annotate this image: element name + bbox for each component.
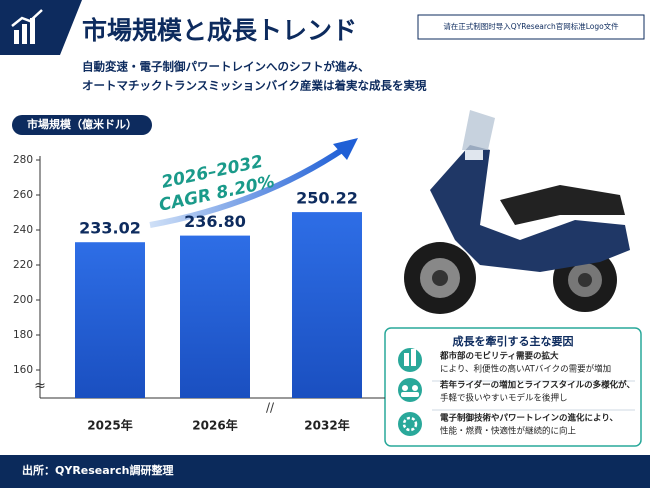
growth-arrow <box>149 145 347 228</box>
logo-note-box <box>417 14 645 40</box>
y-tick-label: 180 <box>13 329 33 341</box>
page-title: 市場規模と成長トレンド <box>82 16 357 45</box>
factor-text: 性能・燃費・快適性が継続的に向上 <box>440 426 577 437</box>
factor-text: 若年ライダーの増加とライフスタイルの多様化が、 <box>439 380 635 391</box>
y-tick-label: 160 <box>13 364 33 376</box>
bar <box>75 242 145 398</box>
growth-arrowhead <box>333 138 358 160</box>
y-tick-label: 260 <box>13 189 33 201</box>
header-icon <box>11 9 43 44</box>
bar <box>180 235 250 398</box>
factors-title: 成長を牽引する主な要因 <box>453 334 574 348</box>
y-tick-label: 280 <box>13 154 33 166</box>
y-label-badge <box>12 115 152 135</box>
y-tick-label: 220 <box>13 259 33 271</box>
factor-text: 都市部のモビリティ需要の拡大 <box>439 351 559 362</box>
x-tick-label: 2026年 <box>192 418 237 433</box>
y-axis-label: 市場規模（億米ドル） <box>27 117 137 131</box>
value-label: 250.22 <box>296 189 358 208</box>
scooter-illustration <box>404 110 630 314</box>
value-label: 236.80 <box>184 212 246 231</box>
x-tick-label: 2032年 <box>304 418 349 433</box>
subtitle-line: 自動変速・電子制御パワートレインへのシフトが進み、 <box>82 60 370 74</box>
y-tick-label: 240 <box>13 224 33 236</box>
logo-note: 请在正式制图时导入QYResearch官网标准Logo文件 <box>443 21 619 31</box>
factor-text: 手軽で扱いやすいモデルを後押し <box>440 393 568 404</box>
factors-box <box>384 327 642 447</box>
axis-break: // <box>266 401 275 415</box>
bar <box>292 212 362 398</box>
value-label: 233.02 <box>79 219 141 238</box>
y-tick-label: 200 <box>13 294 33 306</box>
footer-source: 出所：QYResearch調研整理 <box>22 463 173 477</box>
factor-icons <box>398 348 635 436</box>
header-band <box>0 0 82 55</box>
factor-text: により、利便性の高いATバイクの需要が増加 <box>440 364 611 375</box>
subtitle-line: オートマチックトランスミッションバイク産業は着実な成長を実現 <box>82 79 427 93</box>
x-tick-label: 2025年 <box>87 418 132 433</box>
factor-text: 電子制御技術やパワートレインの進化により、 <box>440 413 618 424</box>
footer-bar <box>0 455 650 488</box>
